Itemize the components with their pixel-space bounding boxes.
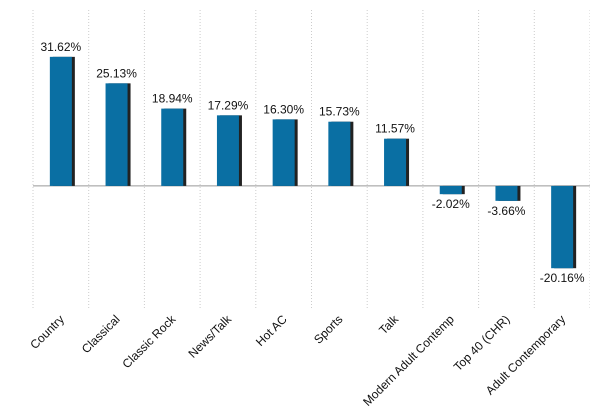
value-label: 18.94% — [152, 92, 193, 106]
x-tick-label: Talk — [376, 312, 402, 338]
bar — [328, 121, 351, 186]
x-tick-label: Country — [27, 312, 67, 352]
bar — [216, 115, 239, 186]
value-label: -2.02% — [432, 197, 470, 211]
bar — [49, 56, 72, 186]
bar — [495, 185, 518, 201]
bar — [105, 83, 128, 186]
value-label: 17.29% — [208, 98, 249, 112]
value-label: 16.30% — [263, 102, 304, 116]
bar — [439, 185, 462, 195]
x-tick-label: Top 40 (CHR) — [451, 312, 513, 374]
value-label: 25.13% — [96, 66, 137, 80]
value-label: 15.73% — [319, 105, 360, 119]
x-tick-label: Modern Adult Contemp — [360, 312, 457, 409]
x-tick-label: Classic Rock — [119, 312, 179, 372]
value-label: 31.62% — [40, 40, 81, 54]
x-tick-label: Hot AC — [253, 312, 290, 349]
bar — [384, 138, 407, 186]
x-tick-label: Sports — [311, 312, 345, 346]
bar — [161, 108, 184, 186]
value-label: 11.57% — [375, 122, 415, 136]
bar — [551, 185, 574, 269]
x-tick-label: Classical — [79, 312, 123, 356]
value-label: -20.16% — [540, 271, 585, 285]
x-tick-label: News/Talk — [186, 312, 235, 361]
value-label: -3.66% — [487, 204, 525, 218]
bar — [272, 119, 295, 186]
